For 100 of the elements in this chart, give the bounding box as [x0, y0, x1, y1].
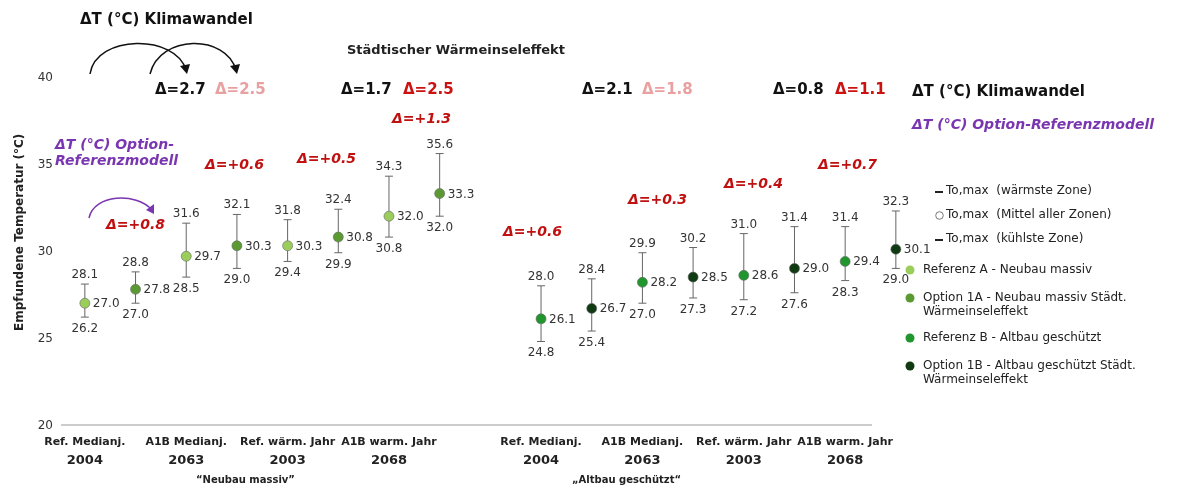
annotation: 32.1: [223, 197, 251, 212]
annotation: Δ=2.5: [215, 80, 266, 98]
text: ΔT (°C) Klimawandel: [80, 10, 253, 28]
data-label: 29.4: [853, 254, 880, 269]
data-label: 26.7: [599, 301, 627, 316]
text: „Altbau geschützt“: [572, 474, 682, 485]
data-label: 27.0: [92, 296, 120, 311]
annotation: 32.3: [882, 193, 910, 208]
legend-label: Referenz B - Altbau geschützt: [923, 330, 1102, 344]
y-axis-title: Empfundene Temperatur (°C): [12, 133, 27, 331]
data-label: 32.0: [396, 209, 424, 224]
annotation: 30.2: [679, 230, 707, 245]
annotation: 27.0: [122, 307, 149, 322]
y-tick-label: 30: [37, 244, 53, 259]
y-tick-label: 40: [37, 70, 53, 85]
data-label: 26.1: [549, 311, 576, 326]
annotation: 25.4: [578, 335, 606, 350]
legend-label: Option 1A - Neubau massiv Städt. Wärmeinseleffekt: [923, 290, 1128, 318]
x-tick-label: A1B Medianj. 2063: [145, 435, 228, 467]
annotation: 31.4: [781, 209, 808, 224]
point: [687, 271, 699, 283]
data-label: 30.3: [295, 238, 323, 253]
annotation: Δ=+0.3: [628, 191, 688, 207]
data-label: 28.2: [650, 275, 678, 290]
y-tick-label: 25: [37, 331, 53, 346]
data-label: 29.0: [802, 261, 830, 276]
point: [738, 270, 750, 281]
annotation: Δ=1.7: [341, 80, 392, 98]
annotation: 27.3: [679, 301, 707, 316]
annotation: Δ=2.7: [155, 80, 206, 98]
annotation: 31.0: [730, 216, 758, 231]
annotation: ΔT (°C) Option-Referenzmodell: [912, 116, 1155, 132]
annotation: Δ=+0.4: [724, 175, 784, 191]
point: [535, 313, 547, 325]
text: To,max (Mittel aller Zonen): [946, 207, 1112, 221]
x-tick-label: Ref. Medianj. 2004: [500, 435, 582, 467]
x-tick-label: A1B warm. Jahr 2068: [797, 435, 894, 467]
point: [890, 243, 902, 255]
annotation: 27.6: [781, 296, 808, 311]
text: To,max (wärmste Zone): [946, 183, 1092, 197]
annotation: Δ=1.1: [835, 80, 886, 98]
text: To,max (kühlste Zone): [946, 231, 1084, 245]
annotation: 29.4: [274, 265, 301, 280]
data-label: 30.8: [346, 230, 374, 245]
annotation: 28.5: [172, 281, 200, 296]
point: [383, 210, 395, 222]
annotation: 29.0: [223, 272, 251, 287]
annotation: 34.3: [375, 159, 403, 174]
annotation: Δ=+0.6: [205, 156, 265, 172]
data-label: 27.8: [143, 282, 171, 297]
y-tick-label: 35: [37, 157, 53, 172]
point: [79, 297, 91, 309]
chart-title: Städtischer Wärmeinseleffekt: [347, 42, 565, 57]
point: [637, 277, 648, 288]
data-label: 28.5: [701, 270, 728, 285]
point: [180, 250, 192, 262]
annotation: 27.2: [730, 303, 758, 318]
point: [282, 240, 293, 252]
point: [434, 188, 445, 199]
annotation: Δ=0.8: [773, 80, 824, 98]
point: [839, 256, 851, 267]
annotation: Δ=+0.8: [106, 216, 166, 232]
annotation: 30.8: [375, 241, 403, 256]
data-label: 30.3: [244, 238, 272, 253]
annotation: 29.9: [629, 235, 656, 250]
point: [586, 303, 598, 314]
annotation: 29.0: [882, 272, 910, 287]
annotation: 28.1: [71, 267, 99, 282]
annotation: 26.2: [71, 321, 99, 336]
annotation: 28.8: [122, 254, 149, 269]
annotation: 28.3: [831, 284, 859, 299]
annotation: ΔT (°C) Option-Referenzmodell: [55, 136, 178, 168]
data-label: 33.3: [447, 186, 475, 201]
annotation: 32.0: [426, 220, 454, 235]
x-tick-label: Ref. wärm. Jahr 2003: [239, 435, 336, 467]
annotation: Δ=+1.3: [392, 110, 452, 126]
legend-label: Referenz A - Neubau massiv: [923, 262, 1093, 276]
annotation: 31.6: [172, 206, 200, 221]
y-tick-label: 20: [37, 418, 53, 433]
annotation: Δ=2.5: [403, 80, 454, 98]
x-tick-label: A1B warm. Jahr 2068: [341, 435, 438, 467]
point: [231, 240, 243, 252]
point: [789, 263, 800, 274]
annotation: 24.8: [527, 345, 555, 360]
annotation: 31.8: [274, 202, 301, 217]
annotation: 27.0: [629, 307, 656, 322]
annotation: 35.6: [426, 136, 454, 151]
annotation: 31.4: [831, 209, 859, 224]
x-tick-label: Ref. Medianj. 2004: [44, 435, 126, 467]
data-label: 30.1: [903, 242, 931, 257]
data-label: 29.7: [194, 249, 221, 264]
data-label: 28.6: [751, 268, 779, 283]
point: [332, 231, 344, 243]
x-tick-label: A1B Medianj. 2063: [601, 435, 684, 467]
annotation: 32.4: [324, 192, 352, 207]
x-tick-label: Ref. wärm. Jahr 2003: [696, 435, 793, 467]
annotation: 28.0: [527, 268, 555, 283]
annotation: 29.9: [324, 256, 352, 271]
annotation: Δ=+0.7: [818, 156, 878, 172]
annotation: 28.4: [578, 261, 606, 276]
